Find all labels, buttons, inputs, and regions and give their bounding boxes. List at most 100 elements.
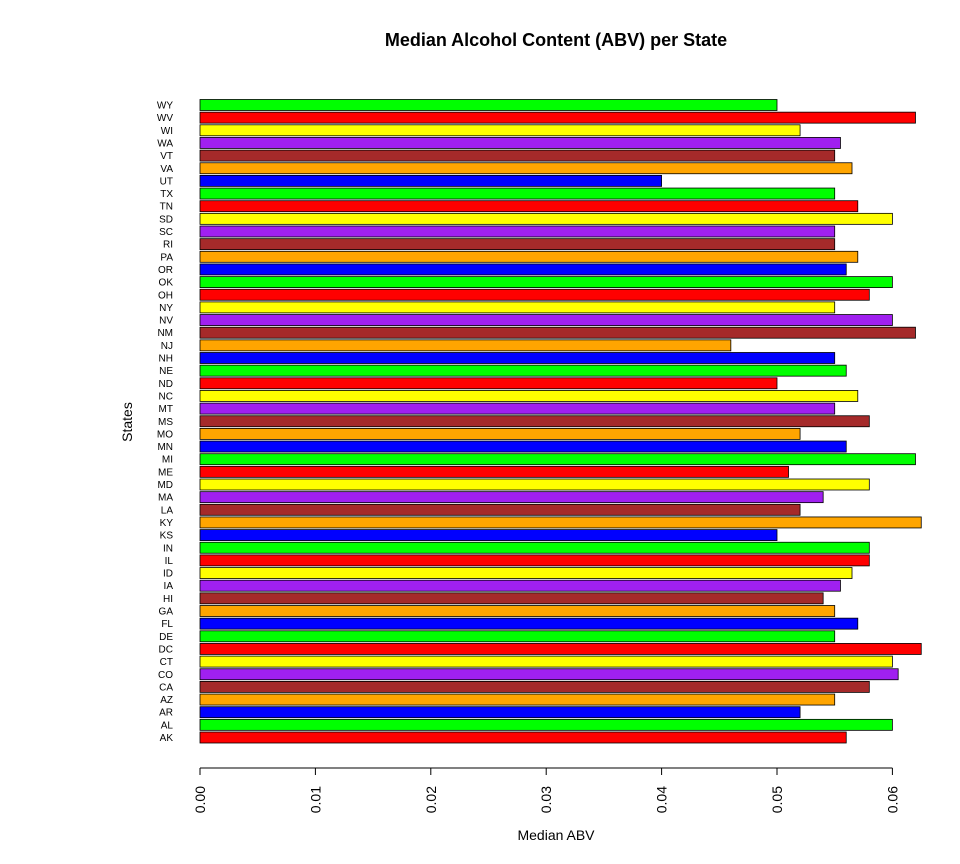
bar-de [199,630,836,643]
chart-title: Median Alcohol Content (ABV) per State [385,30,727,50]
y-tick-label: MA [158,493,173,504]
bar-ma [199,491,824,504]
bar-tx [199,187,836,200]
bar-in [199,541,870,554]
bar-pa [199,250,859,263]
y-tick-label: UT [160,176,173,187]
y-tick-label: LA [161,505,174,516]
y-tick-label: GA [159,607,174,618]
y-tick-label: IN [163,543,173,554]
y-axis-label: States [119,402,135,442]
bar-mt [199,402,836,415]
bar-al [199,718,893,731]
y-tick-label: PA [160,252,173,263]
bar-ks [199,529,778,541]
y-tick-label: WV [157,113,173,124]
y-tick-label: IL [165,556,174,567]
x-tick-label: 0.02 [423,786,439,813]
bar-nm [199,326,916,339]
bar-nh [199,352,836,364]
x-tick-label: 0.05 [769,786,785,813]
y-tick-label: IA [164,581,174,592]
bar-ky [199,516,922,529]
y-tick-label: NJ [161,341,173,352]
bar-sd [199,212,893,225]
y-tick-label: NC [159,391,173,402]
y-tick-label: ME [158,467,173,478]
y-tick-label: WA [157,138,173,149]
y-tick-label: KS [160,531,174,542]
y-tick-label: CO [158,670,173,681]
y-tick-label: DC [159,644,173,655]
bar-wi [199,124,801,137]
y-tick-label: MD [157,480,173,491]
y-tick-label: NY [159,303,173,314]
bar-ne [199,364,847,377]
y-tick-label: ID [163,569,173,580]
bar-ms [199,415,870,428]
y-tick-label: OK [159,278,174,289]
bar-ga [199,605,836,617]
bar-va [199,162,853,175]
bars-group [199,99,922,744]
y-tick-label: OR [158,265,173,276]
y-tick-label: TX [160,189,173,200]
y-tick-label: AZ [160,695,173,706]
bar-nv [199,314,893,326]
bar-mi [199,453,916,466]
x-tick-label: 0.01 [307,786,323,813]
x-tick-label: 0.06 [884,786,900,813]
y-tick-label: AL [161,720,174,731]
y-tick-label: NE [159,366,173,377]
bar-ok [199,276,893,289]
bar-ak [199,731,847,744]
bar-mo [199,427,801,440]
bar-wa [199,137,841,149]
bar-ri [199,238,836,251]
bar-hi [199,592,824,605]
y-tick-label: MI [162,455,173,466]
bar-co [199,668,899,681]
y-tick-label: VT [160,151,173,162]
x-axis: 0.00 0.01 0.02 0.03 0.04 0.05 0.06 [192,767,900,813]
x-tick-label: 0.03 [538,786,554,813]
y-tick-label: ND [159,379,173,390]
y-tick-label: MN [157,442,173,453]
y-tick-label: DE [159,632,173,643]
y-tick-label: NV [159,316,173,327]
x-tick-label: 0.00 [192,786,208,813]
y-tick-label: RI [163,240,173,251]
bar-ct [199,655,893,668]
bar-me [199,465,789,478]
y-tick-label: KY [160,518,174,529]
bar-or [199,263,847,276]
bar-il [199,554,870,567]
bar-la [199,503,801,516]
bar-md [199,478,870,491]
y-tick-label: NH [159,354,173,365]
y-tick-label: SC [159,227,173,238]
bar-fl [199,617,859,630]
y-tick-label: TN [160,202,173,213]
bar-ia [199,579,841,592]
bar-mn [199,440,847,453]
y-tick-label: MO [157,429,173,440]
bar-id [199,567,853,579]
bar-vt [199,149,836,162]
y-tick-label: CT [160,657,173,668]
bar-wy [199,99,778,111]
y-tick-label: MS [158,417,173,428]
bar-wv [199,111,916,124]
bar-nj [199,339,732,352]
bar-ca [199,681,870,693]
x-axis-label: Median ABV [517,827,595,843]
bar-ar [199,706,801,719]
bar-tn [199,200,859,213]
bar-az [199,693,836,706]
y-tick-label: AR [159,708,173,719]
bar-ny [199,301,836,314]
y-tick-label: SD [159,214,173,225]
y-tick-label: WY [157,101,173,112]
bar-ut [199,174,663,187]
